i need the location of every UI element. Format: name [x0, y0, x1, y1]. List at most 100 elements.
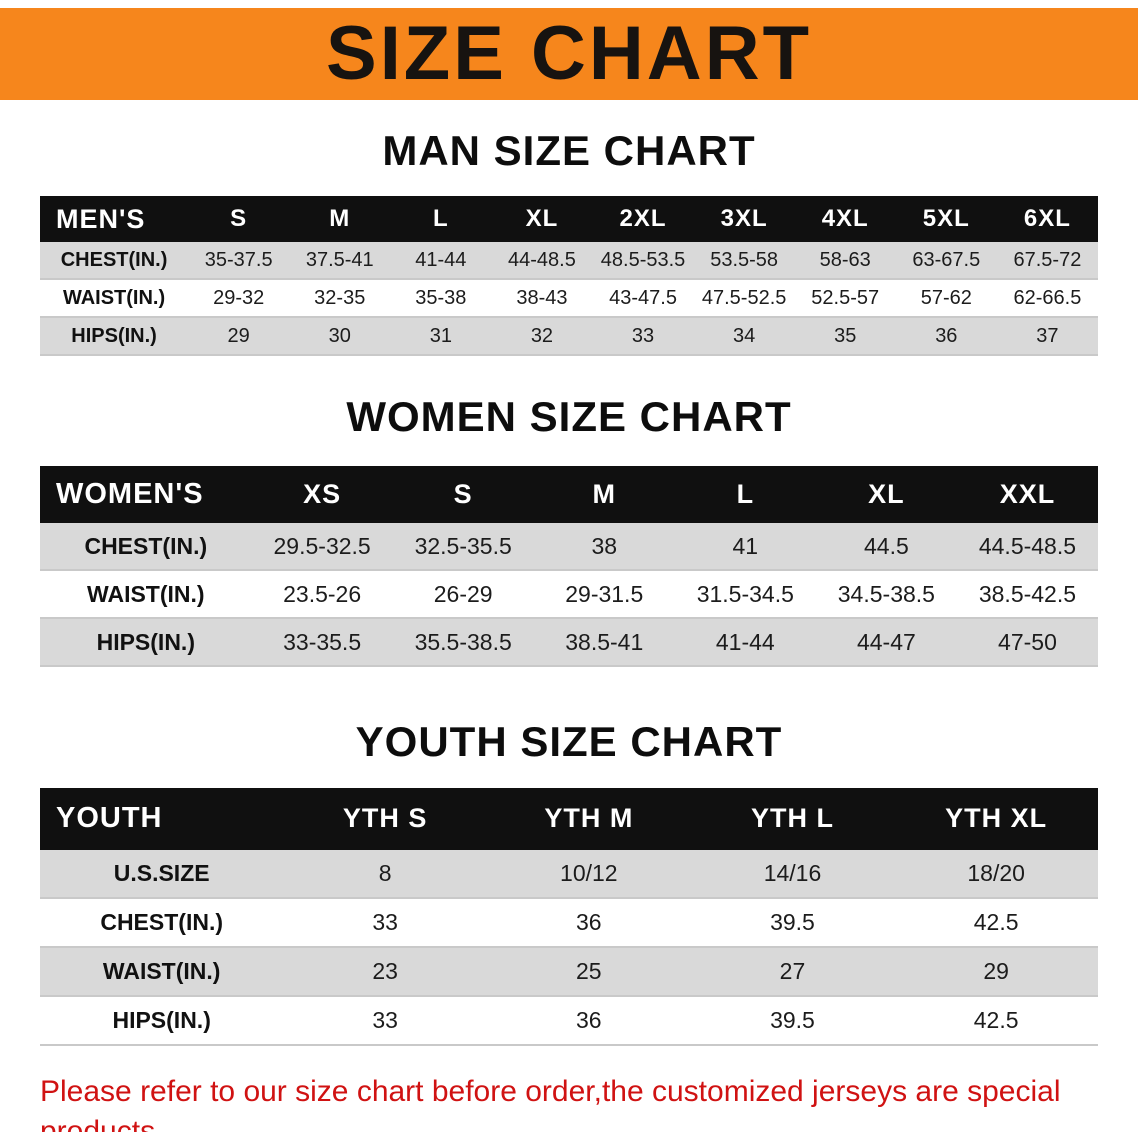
table-title-cell: YOUTH — [40, 787, 284, 850]
measurement-value-cell: 47.5-52.5 — [693, 279, 795, 318]
table-row: CHEST(IN.) 35-37.5 37.5-41 41-44 44-48.5 48.5… — [40, 242, 1098, 280]
table-row: WAIST(IN.) 23 25 27 29 — [40, 946, 1098, 996]
measurement-value-cell: 43-47.5 — [592, 279, 694, 318]
measurement-value-cell: 38.5-41 — [533, 618, 675, 667]
youth-size-table: YOUTH YTH S YTH M YTH L YTH XL U.S.SIZE 8 10/12… — [40, 787, 1098, 1046]
womens-size-table: WOMEN'S XS S M L XL XXL CHEST(IN.) 29.5-32.5 32.5… — [40, 466, 1098, 667]
measurement-value-cell: 25 — [486, 946, 691, 996]
measurement-value-cell: 23.5-26 — [251, 570, 393, 619]
table-row: WAIST(IN.) 29-32 32-35 35-38 38-43 43-47.5 47.… — [40, 279, 1098, 318]
measurement-value-cell: 37 — [996, 317, 1098, 356]
youth-size-section: YOUTH SIZE CHART YOUTH YTH S YTH M YTH L YTH… — [0, 719, 1138, 1045]
table-row: CHEST(IN.) 33 36 39.5 42.5 — [40, 897, 1098, 947]
measurement-value-cell: 33 — [283, 995, 487, 1045]
row-label-cell: CHEST(IN.) — [40, 523, 252, 571]
disclaimer-line-1: Please refer to our size chart before or… — [40, 1074, 1061, 1132]
table-title-cell: WOMEN'S — [40, 466, 252, 524]
men-section-heading: MAN SIZE CHART — [382, 127, 756, 174]
measurement-value-cell: 37.5-41 — [289, 242, 391, 280]
measurement-value-cell: 67.5-72 — [996, 242, 1098, 280]
measurement-value-cell: 14/16 — [690, 849, 895, 898]
size-header-cell: L — [390, 196, 492, 243]
size-header-cell: 5XL — [895, 196, 997, 243]
measurement-value-cell: 36 — [486, 995, 691, 1045]
table-row: WAIST(IN.) 23.5-26 26-29 29-31.5 31.5-34.5 34… — [40, 570, 1098, 619]
size-header-cell: 6XL — [996, 196, 1098, 243]
table-row: HIPS(IN.) 29 30 31 32 33 34 35 36 37 — [40, 317, 1098, 356]
measurement-value-cell: 32-35 — [289, 279, 391, 318]
measurement-value-cell: 62-66.5 — [996, 279, 1098, 318]
size-header-cell: YTH XL — [894, 787, 1098, 850]
size-chart-banner: SIZE CHART — [0, 8, 1138, 100]
row-label-cell: U.S.SIZE — [40, 849, 284, 898]
measurement-value-cell: 29.5-32.5 — [251, 523, 393, 571]
youth-section-heading: YOUTH SIZE CHART — [355, 718, 783, 766]
size-header-cell: YTH M — [486, 787, 691, 850]
measurement-value-cell: 31 — [390, 317, 492, 356]
measurement-value-cell: 30 — [289, 317, 391, 356]
measurement-value-cell: 10/12 — [486, 849, 691, 898]
mens-size-table: MEN'S S M L XL 2XL 3XL 4XL 5XL 6XL CHEST(IN.) 35-37… — [40, 196, 1098, 356]
measurement-value-cell: 34.5-38.5 — [815, 570, 957, 619]
measurement-value-cell: 32.5-35.5 — [392, 523, 534, 571]
size-header-cell: YTH S — [283, 787, 487, 850]
measurement-value-cell: 38.5-42.5 — [956, 570, 1098, 619]
measurement-value-cell: 38-43 — [491, 279, 593, 318]
measurement-value-cell: 35-37.5 — [188, 242, 290, 280]
measurement-value-cell: 41-44 — [674, 618, 816, 667]
size-header-cell: XL — [815, 466, 957, 524]
row-label-cell: CHEST(IN.) — [40, 242, 189, 280]
measurement-value-cell: 44.5-48.5 — [956, 523, 1098, 571]
measurement-value-cell: 33 — [283, 897, 487, 947]
size-header-cell: XXL — [956, 466, 1098, 524]
size-header-cell: 3XL — [693, 196, 795, 243]
measurement-value-cell: 53.5-58 — [693, 242, 795, 280]
measurement-value-cell: 29 — [894, 946, 1098, 996]
row-label-cell: WAIST(IN.) — [40, 570, 252, 619]
measurement-value-cell: 23 — [283, 946, 487, 996]
measurement-value-cell: 44-48.5 — [491, 242, 593, 280]
banner-title: SIZE CHART — [326, 11, 812, 96]
measurement-value-cell: 35.5-38.5 — [392, 618, 534, 667]
size-header-cell: M — [289, 196, 391, 243]
size-header-cell: 4XL — [794, 196, 896, 243]
measurement-value-cell: 48.5-53.5 — [592, 242, 694, 280]
measurement-value-cell: 29 — [188, 317, 290, 356]
measurement-value-cell: 32 — [491, 317, 593, 356]
row-label-cell: HIPS(IN.) — [40, 618, 252, 667]
table-row: HIPS(IN.) 33-35.5 35.5-38.5 38.5-41 41-44 44-… — [40, 618, 1098, 667]
row-label-cell: CHEST(IN.) — [40, 897, 284, 947]
row-label-cell: HIPS(IN.) — [40, 995, 284, 1045]
measurement-value-cell: 35 — [794, 317, 896, 356]
measurement-value-cell: 33 — [592, 317, 694, 356]
table-row: CHEST(IN.) 29.5-32.5 32.5-35.5 38 41 44.5 44.5… — [40, 523, 1098, 571]
measurement-value-cell: 44-47 — [815, 618, 957, 667]
measurement-value-cell: 31.5-34.5 — [674, 570, 816, 619]
measurement-value-cell: 34 — [693, 317, 795, 356]
measurement-value-cell: 41 — [674, 523, 816, 571]
row-label-cell: WAIST(IN.) — [40, 279, 189, 318]
size-header-cell: S — [188, 196, 290, 243]
measurement-value-cell: 63-67.5 — [895, 242, 997, 280]
table-header-row: MEN'S S M L XL 2XL 3XL 4XL 5XL 6XL — [40, 196, 1098, 243]
table-row: HIPS(IN.) 33 36 39.5 42.5 — [40, 995, 1098, 1045]
size-header-cell: 2XL — [592, 196, 694, 243]
measurement-value-cell: 39.5 — [690, 995, 895, 1045]
measurement-value-cell: 33-35.5 — [251, 618, 393, 667]
table-row: U.S.SIZE 8 10/12 14/16 18/20 — [40, 849, 1098, 898]
measurement-value-cell: 39.5 — [690, 897, 895, 947]
size-header-cell: XL — [491, 196, 593, 243]
row-label-cell: WAIST(IN.) — [40, 946, 284, 996]
measurement-value-cell: 27 — [690, 946, 895, 996]
size-header-cell: M — [533, 466, 675, 524]
measurement-value-cell: 36 — [486, 897, 691, 947]
size-header-cell: XS — [251, 466, 393, 524]
measurement-value-cell: 29-32 — [188, 279, 290, 318]
size-header-cell: L — [674, 466, 816, 524]
measurement-value-cell: 57-62 — [895, 279, 997, 318]
measurement-value-cell: 35-38 — [390, 279, 492, 318]
men-size-section: MAN SIZE CHART MEN'S S M L XL 2XL 3XL 4XL 5XL 6XL… — [0, 127, 1138, 356]
size-header-cell: YTH L — [690, 787, 895, 850]
measurement-value-cell: 38 — [533, 523, 675, 571]
measurement-value-cell: 42.5 — [894, 995, 1098, 1045]
